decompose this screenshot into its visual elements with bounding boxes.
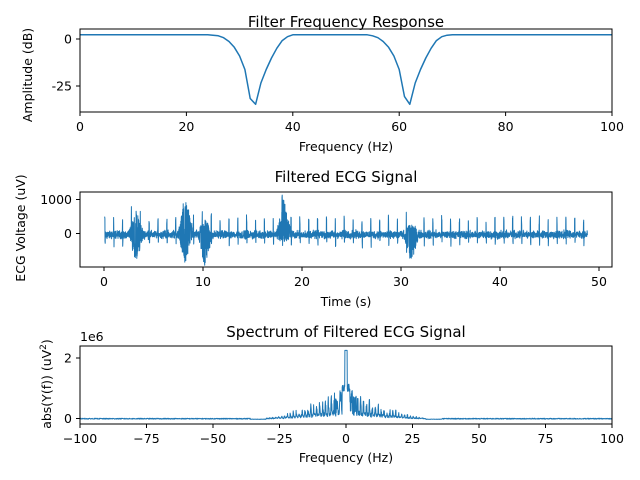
panel1-xtick-label: 0 xyxy=(76,119,84,134)
panel1-ytick-label: -25 xyxy=(52,79,72,94)
panel1-yticks: 0 -25 xyxy=(52,32,80,94)
panel3-xtick-label: −100 xyxy=(63,431,97,446)
panel2-xtick-label: 0 xyxy=(100,274,108,289)
panel2-xtick-label: 50 xyxy=(591,274,607,289)
panel2-axes xyxy=(79,191,613,268)
panel1-axes xyxy=(79,28,613,113)
panel3-xtick-label: 100 xyxy=(600,431,624,446)
panel1-xtick-label: 60 xyxy=(391,119,407,134)
panel1-xlabel: Frequency (Hz) xyxy=(299,139,393,154)
panel2-yticks: 0 1000 xyxy=(40,192,80,241)
panel3-ylabel: abs(Y(f)) (uV2) xyxy=(39,339,54,429)
panel3-xticks: −100 −75 −50 −25 0 25 50 75 100 xyxy=(63,424,624,446)
panel2-xtick-label: 20 xyxy=(294,274,310,289)
panel1-title: Filter Frequency Response xyxy=(248,13,444,31)
panel2-xtick-label: 10 xyxy=(195,274,211,289)
panel3-title: Spectrum of Filtered ECG Signal xyxy=(226,323,465,341)
panel1-response-line xyxy=(80,34,612,106)
panel2-xtick-label: 40 xyxy=(492,274,508,289)
panel1-xticks: 0 20 40 60 80 100 xyxy=(76,112,624,134)
panel3-offset-text: 1e6 xyxy=(80,329,104,344)
panel2-xticks: 0 10 20 30 40 50 xyxy=(100,267,607,289)
panel1-ylabel: Amplitude (dB) xyxy=(20,28,35,122)
panel2-ylabel: ECG Voltage (uV) xyxy=(13,174,28,281)
panel3-xtick-label: −25 xyxy=(266,431,292,446)
panel3-xtick-label: −75 xyxy=(133,431,159,446)
panel3-spectrum-line xyxy=(79,349,613,420)
panel2-ytick-label: 1000 xyxy=(40,192,72,207)
panel3-xtick-label: 50 xyxy=(471,431,487,446)
panel2-xlabel: Time (s) xyxy=(320,294,372,309)
panel2-title: Filtered ECG Signal xyxy=(275,168,418,186)
panel3-yticks: 0 2 xyxy=(64,351,80,426)
panel1-xtick-label: 40 xyxy=(285,119,301,134)
panel1-xtick-label: 100 xyxy=(600,119,624,134)
panel3-ytick-label: 0 xyxy=(64,411,72,426)
panel1-xtick-label: 80 xyxy=(498,119,514,134)
panel3-xtick-label: −50 xyxy=(200,431,226,446)
panel3-axes xyxy=(79,345,613,425)
panel3-xtick-label: 25 xyxy=(405,431,421,446)
panel3-xlabel: Frequency (Hz) xyxy=(299,450,393,465)
panel1-xtick-label: 20 xyxy=(178,119,194,134)
panel2-ytick-label: 0 xyxy=(64,226,72,241)
panel-spectrum: Spectrum of Filtered ECG Signal 1e6 abs(… xyxy=(39,323,624,465)
panel3-xtick-label: 75 xyxy=(538,431,554,446)
panel-filter-response: Filter Frequency Response Amplitude (dB)… xyxy=(20,13,624,154)
panel-ecg-signal: Filtered ECG Signal ECG Voltage (uV) Tim… xyxy=(13,168,613,309)
panel2-xtick-label: 30 xyxy=(393,274,409,289)
panel3-ytick-label: 2 xyxy=(64,351,72,366)
panel1-ytick-label: 0 xyxy=(64,32,72,47)
panel3-xtick-label: 0 xyxy=(342,431,350,446)
panel2-ecg-line xyxy=(104,194,588,266)
